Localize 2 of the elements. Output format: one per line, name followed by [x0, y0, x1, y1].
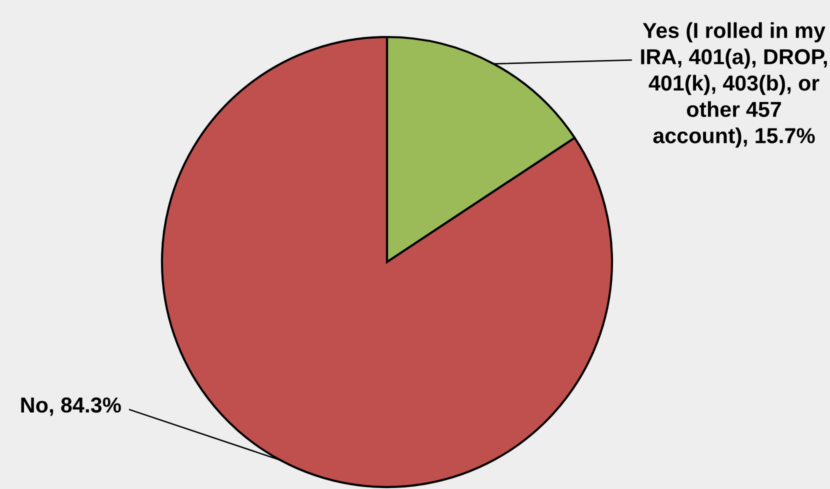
slice-label: No, 84.3%	[21, 397, 121, 416]
slice-label: Yes (I rolled in my IRA, 401(a), DROP, 401(k), 403(b), or other 457 account), 15.7%	[641, 22, 827, 148]
